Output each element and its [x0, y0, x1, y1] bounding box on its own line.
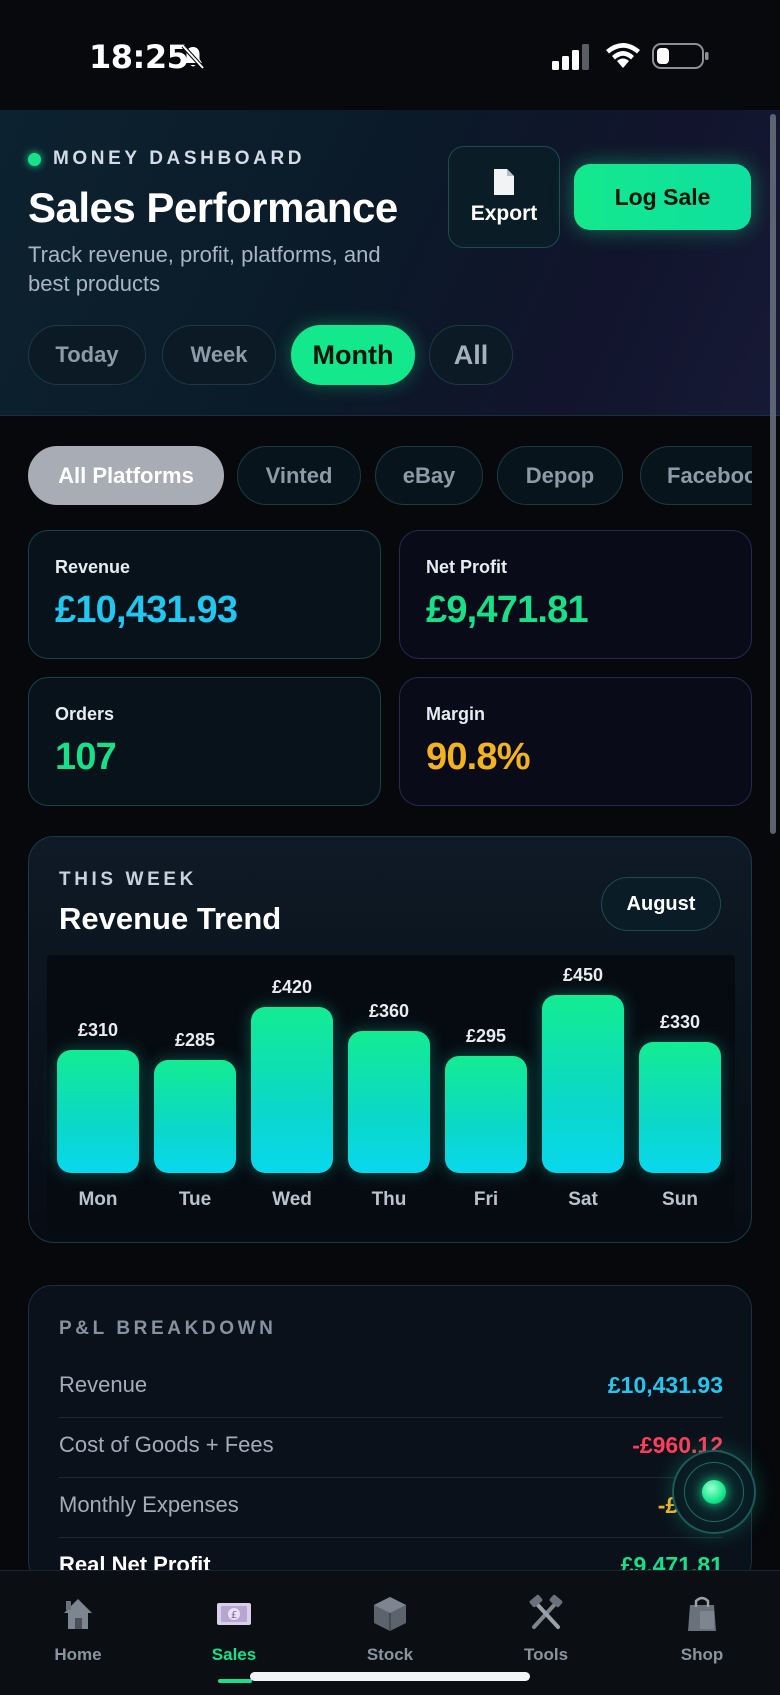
pl-label: Cost of Goods + Fees [59, 1432, 274, 1457]
period-tab-today[interactable]: Today [28, 325, 146, 385]
tab-label: Stock [366, 1645, 414, 1664]
money-icon: £ [217, 1603, 251, 1625]
platform-chip-all[interactable]: All Platforms [28, 446, 224, 505]
stat-card-margin: Margin 90.8% [399, 677, 752, 806]
tab-label: Tools [523, 1645, 569, 1664]
tab-label: Sales [211, 1645, 257, 1664]
scroll-indicator[interactable] [770, 114, 776, 834]
bar-day-label: Sun [662, 1189, 698, 1210]
pl-value: £10,431.93 [607, 1372, 723, 1398]
pl-row-cost-of-goods: Cost of Goods + Fees -£960.12 [59, 1418, 723, 1478]
pl-row-monthly-expenses: Monthly Expenses -£0.00 [59, 1478, 723, 1538]
pl-breakdown-card: P&L BREAKDOWN Revenue £10,431.93 Cost of… [28, 1285, 752, 1585]
bar-wed [251, 1007, 333, 1173]
bar-value-label: £450 [562, 965, 604, 985]
stat-value: 90.8% [426, 736, 531, 778]
revenue-bar-chart: £310 Mon £285 Tue £420 Wed £360 Thu £295 Fri £450 S… [47, 955, 735, 1233]
platform-chip-facebook[interactable]: Facebook [640, 446, 752, 505]
export-button[interactable]: Export [448, 146, 560, 248]
stat-label: Net Profit [426, 557, 507, 577]
bar-day-label: Fri [473, 1189, 499, 1210]
tab-tools[interactable]: Tools [486, 1593, 606, 1673]
live-indicator-dot [28, 153, 41, 166]
stat-value: £10,431.93 [55, 589, 238, 631]
status-time: 18:25 [89, 38, 189, 76]
status-bar: 18:25 [0, 0, 780, 110]
period-tab-month[interactable]: Month [291, 325, 415, 385]
platform-chip-depop[interactable]: Depop [497, 446, 623, 505]
bar-value-label: £295 [465, 1026, 507, 1046]
page-subtitle: Track revenue, profit, platforms, and be… [28, 242, 381, 296]
bar-day-label: Sat [568, 1189, 598, 1210]
chart-kicker: THIS WEEK [59, 869, 197, 890]
bar-tue [154, 1060, 236, 1173]
month-selector-button[interactable]: August [601, 877, 721, 931]
package-icon [374, 1597, 406, 1631]
pl-label: Revenue [59, 1372, 148, 1397]
bar-value-label: £285 [174, 1030, 216, 1050]
bar-thu [348, 1031, 430, 1173]
revenue-trend-card: THIS WEEK Revenue Trend August £310 Mon £2… [28, 836, 752, 1243]
tab-active-indicator [218, 1679, 252, 1683]
tab-shop[interactable]: Shop [642, 1593, 762, 1673]
bar-day-label: Wed [272, 1189, 312, 1210]
pl-kicker: P&L BREAKDOWN [59, 1318, 277, 1339]
platform-chip-vinted[interactable]: Vinted [237, 446, 361, 505]
period-tab-all[interactable]: All [429, 325, 513, 385]
stat-card-orders: Orders 107 [28, 677, 381, 806]
log-sale-button[interactable]: Log Sale [574, 164, 751, 230]
document-icon [494, 169, 514, 195]
pl-row-revenue: Revenue £10,431.93 [59, 1358, 723, 1418]
wifi-icon [606, 43, 640, 68]
stat-label: Orders [55, 704, 115, 724]
stat-value: 107 [55, 736, 117, 778]
tab-stock[interactable]: Stock [330, 1593, 450, 1673]
export-label: Export [470, 202, 538, 225]
bar-sat [542, 995, 624, 1173]
header-kicker: MONEY DASHBOARD [53, 148, 306, 169]
tab-sales[interactable]: £ Sales [174, 1593, 294, 1673]
tab-label: Home [54, 1645, 102, 1664]
bar-value-label: £360 [368, 1001, 410, 1021]
battery-icon [652, 43, 709, 69]
tab-label: Shop [680, 1645, 724, 1664]
bar-day-label: Thu [371, 1189, 407, 1210]
stat-label: Margin [426, 704, 486, 724]
bar-day-label: Mon [78, 1189, 118, 1210]
pl-label: Monthly Expenses [59, 1492, 239, 1517]
floating-assistant-button[interactable] [672, 1450, 756, 1534]
stat-label: Revenue [55, 557, 131, 577]
home-indicator[interactable] [250, 1672, 530, 1681]
platform-filter: All Platforms Vinted eBay Depop Facebook [28, 446, 752, 508]
tab-home[interactable]: Home [18, 1593, 138, 1673]
stat-card-net-profit: Net Profit £9,471.81 [399, 530, 752, 659]
fab-ring [684, 1462, 744, 1522]
stat-card-revenue: Revenue £10,431.93 [28, 530, 381, 659]
green-orb-icon [702, 1480, 726, 1504]
house-icon [64, 1599, 92, 1629]
dashboard-header: MONEY DASHBOARD Sales Performance Track … [0, 110, 780, 416]
bar-value-label: £310 [77, 1020, 119, 1040]
page-title: Sales Performance [28, 184, 398, 231]
bar-sun [639, 1042, 721, 1173]
svg-text:£: £ [231, 1610, 237, 1621]
period-tab-week[interactable]: Week [162, 325, 276, 385]
stat-value: £9,471.81 [426, 589, 589, 631]
bar-value-label: £330 [659, 1012, 701, 1032]
cellular-signal-icon [552, 44, 589, 70]
bar-value-label: £420 [271, 977, 313, 997]
chart-title: Revenue Trend [59, 901, 282, 936]
bar-day-label: Tue [178, 1189, 212, 1210]
tools-icon [529, 1594, 563, 1629]
platform-chip-ebay[interactable]: eBay [375, 446, 483, 505]
shopping-bags-icon [688, 1596, 716, 1631]
bar-mon [57, 1050, 139, 1173]
bell-off-icon [181, 44, 205, 70]
bar-fri [445, 1056, 527, 1173]
